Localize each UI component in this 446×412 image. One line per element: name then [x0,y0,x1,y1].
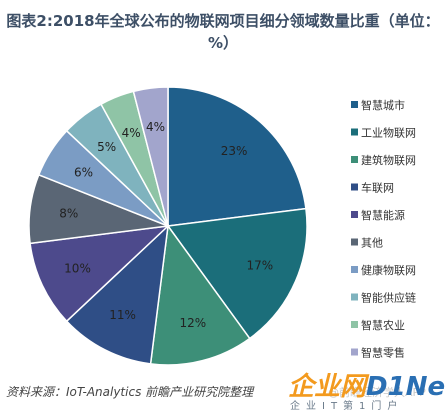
legend-label: 健康物联网 [361,263,416,277]
slice-data-label: 17% [246,259,273,273]
watermark-logo: 企业网D1Net [288,366,446,403]
watermark-faint: @前瞻经济学人APP [328,386,426,399]
slice-data-label: 8% [59,206,78,220]
pie-slice [167,86,307,227]
legend-swatch [351,348,358,356]
legend-label: 车联网 [361,181,394,195]
source-note: 资料来源：IoT-Analytics 前瞻产业研究院整理 [6,385,254,399]
legend-label: 智慧能源 [361,208,405,222]
legend-swatch [351,321,358,328]
legend-label: 工业物联网 [361,126,416,140]
legend-swatch [351,211,358,218]
legend-swatch [351,293,358,301]
pie-slice [166,207,308,340]
pie-slice [132,86,169,227]
slice-data-label: 4% [122,126,141,140]
legend-label: 其他 [361,237,383,250]
legend-swatch [351,183,358,191]
slice-data-label: 6% [74,165,93,179]
slice-data-label: 10% [64,262,91,276]
legend-swatch [351,128,358,136]
legend-label: 智慧零售 [361,346,405,360]
slice-data-label: 5% [97,140,116,154]
slice-data-label: 23% [221,144,248,158]
pie-slice [65,224,170,365]
slice-data-label: 4% [146,120,165,134]
pie-slice [149,224,251,366]
slice-data-label: 11% [109,308,136,322]
legend-swatch [351,101,358,108]
legend-swatch [351,266,358,273]
watermark-sub: 企业IT第1门户 [290,401,404,412]
legend-label: 智慧城市 [361,98,405,112]
legend-swatch [351,156,358,163]
legend-label: 智慧农业 [361,318,405,332]
legend-label: 智能供应链 [361,291,416,305]
watermark-part1: 企业网 [288,372,367,402]
legend-label: 建筑物联网 [361,153,416,167]
chart-title: 图表2:2018年全球公布的物联网项目细分领域数量比重（单位：%） [6,12,440,52]
watermark-part2: D1Net [366,372,446,402]
pie-slice [29,224,171,323]
slice-data-label: 12% [180,316,207,330]
legend-swatch [351,238,358,246]
